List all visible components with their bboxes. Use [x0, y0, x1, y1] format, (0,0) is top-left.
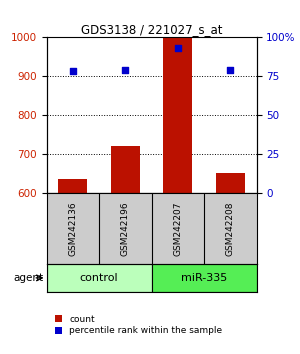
Point [123, 67, 128, 73]
Text: control: control [80, 273, 118, 283]
Bar [58, 179, 87, 193]
Text: miR-335: miR-335 [181, 273, 227, 283]
Text: agent: agent [14, 273, 44, 283]
Title: GDS3138 / 221027_s_at: GDS3138 / 221027_s_at [81, 23, 222, 36]
Bar [111, 146, 140, 193]
Text: GSM242207: GSM242207 [173, 201, 182, 256]
Bar [163, 37, 192, 193]
Point [175, 45, 180, 51]
Legend: count, percentile rank within the sample: count, percentile rank within the sample [51, 311, 226, 339]
Point [70, 69, 75, 74]
Text: GSM242208: GSM242208 [226, 201, 235, 256]
Bar [216, 173, 245, 193]
Text: GSM242196: GSM242196 [121, 201, 130, 256]
Bar [46, 264, 152, 292]
Bar [152, 264, 256, 292]
Point [228, 67, 233, 73]
Text: GSM242136: GSM242136 [68, 201, 77, 256]
